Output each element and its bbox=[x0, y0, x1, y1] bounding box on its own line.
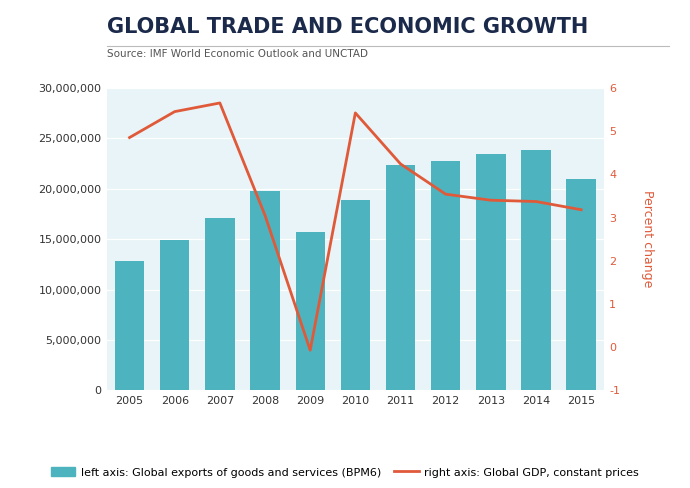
Bar bbox=[386, 165, 415, 390]
Text: Source: IMF World Economic Outlook and UNCTAD: Source: IMF World Economic Outlook and U… bbox=[107, 49, 368, 59]
Bar bbox=[250, 191, 279, 390]
Y-axis label: Percent change: Percent change bbox=[641, 190, 654, 288]
Text: GLOBAL TRADE AND ECONOMIC GROWTH: GLOBAL TRADE AND ECONOMIC GROWTH bbox=[107, 17, 588, 37]
Bar bbox=[160, 240, 189, 390]
Bar bbox=[431, 162, 460, 390]
Bar bbox=[341, 200, 370, 390]
Bar bbox=[115, 261, 144, 390]
Legend: left axis: Global exports of goods and services (BPM6), right axis: Global GDP, : left axis: Global exports of goods and s… bbox=[51, 467, 639, 478]
Bar bbox=[476, 154, 506, 390]
Bar bbox=[295, 232, 325, 390]
Bar bbox=[205, 218, 235, 390]
Bar bbox=[522, 150, 551, 390]
Bar bbox=[566, 179, 596, 390]
